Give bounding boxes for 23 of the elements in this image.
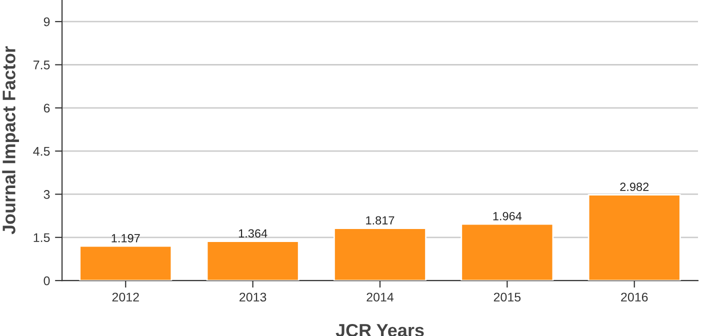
data-label: 1.364 — [238, 229, 268, 238]
bar — [460, 223, 554, 281]
y-tick-label: 3 — [44, 190, 50, 199]
y-tick-label: 4.5 — [33, 147, 50, 156]
bar — [334, 228, 426, 281]
data-label: 1.817 — [366, 216, 394, 225]
x-tick-label: 2015 — [494, 292, 521, 302]
bar — [588, 194, 681, 281]
y-tick-label: 0 — [44, 276, 50, 286]
bar — [206, 240, 300, 281]
x-tick-label: 2013 — [240, 292, 266, 302]
bar — [79, 245, 172, 281]
data-label: 1.964 — [493, 212, 522, 220]
x-tick-label: 2012 — [112, 292, 139, 302]
data-label: 1.197 — [112, 234, 140, 242]
data-label: 2.982 — [620, 182, 649, 192]
y-axis-title: Journal Impact Factor — [2, 46, 19, 234]
y-tick-label: 9 — [44, 17, 50, 26]
x-tick-label: 2016 — [621, 292, 648, 302]
x-tick-label: 2014 — [366, 292, 394, 302]
y-tick-label: 7.5 — [34, 60, 50, 70]
y-tick-label: 6 — [44, 104, 50, 113]
y-tick-label: 1.5 — [34, 233, 50, 242]
